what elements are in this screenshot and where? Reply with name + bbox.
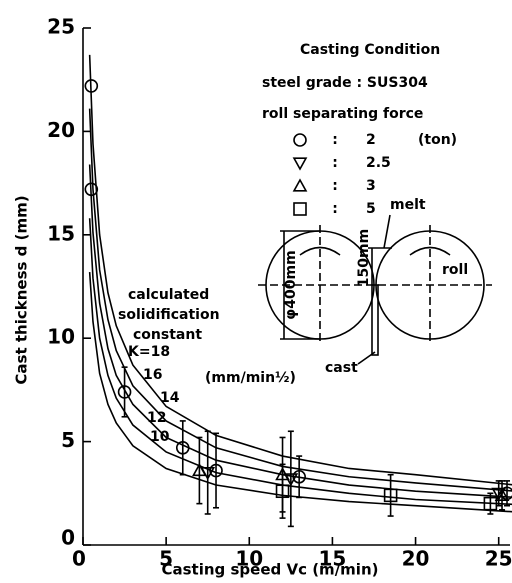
rotation-arrow xyxy=(299,246,341,256)
curve-label: 12 xyxy=(147,410,166,426)
legend-title: Casting Condition xyxy=(300,42,440,58)
error-bar xyxy=(179,420,186,476)
inset-label: cast xyxy=(325,360,358,376)
y-tick-label: 10 xyxy=(47,325,75,349)
point xyxy=(84,182,99,197)
leader xyxy=(357,351,376,365)
curve-label: 16 xyxy=(143,367,162,383)
inset-label: roll xyxy=(442,262,468,278)
error-bar xyxy=(487,492,494,515)
rotation-arrow xyxy=(409,246,451,256)
error-bar xyxy=(287,430,294,528)
point xyxy=(483,496,498,511)
legend-separator: : xyxy=(332,132,338,148)
y-tick-label: 25 xyxy=(47,15,75,39)
curve xyxy=(88,218,512,506)
x-tick-label: 20 xyxy=(402,547,430,571)
point xyxy=(117,385,132,399)
legend-separator: : xyxy=(332,201,338,217)
point xyxy=(209,463,223,478)
curves-caption: constant xyxy=(133,327,202,343)
error-bar xyxy=(296,455,303,499)
point xyxy=(383,488,398,503)
inset-label: melt xyxy=(390,197,426,213)
plot-area xyxy=(84,54,512,528)
point xyxy=(292,178,308,192)
curves-caption: solidification xyxy=(118,307,220,323)
legend-label: 2.5 xyxy=(366,155,391,171)
legend-separator: : xyxy=(332,178,338,194)
point xyxy=(192,462,207,477)
curve xyxy=(88,54,512,486)
curves-caption: calculated xyxy=(128,287,209,303)
error-bar xyxy=(499,480,506,511)
leader xyxy=(383,214,391,249)
steel-grade: steel grade : SUS304 xyxy=(262,75,428,91)
point xyxy=(175,441,190,455)
legend-label: 3 xyxy=(366,178,376,194)
x-axis-label: Casting speed Vc (m/min) xyxy=(162,561,379,579)
point xyxy=(292,157,308,171)
y-tick-label: 0 xyxy=(61,526,75,550)
inset: melt roll cast φ400mm 150mm xyxy=(258,197,492,376)
point xyxy=(494,487,510,501)
curve xyxy=(88,271,512,513)
legend-separator: : xyxy=(332,155,338,171)
point xyxy=(293,133,307,147)
legend-subtitle: roll separating force xyxy=(262,106,423,122)
inset-label: 150mm xyxy=(356,229,372,287)
error-bar xyxy=(279,463,286,519)
cast-strip xyxy=(371,284,379,356)
y-tick-label: 20 xyxy=(47,118,75,142)
error-bar xyxy=(204,430,211,515)
y-tick-label: 15 xyxy=(47,221,75,245)
x-tick-label: 5 xyxy=(159,547,173,571)
x-tick-label: 10 xyxy=(235,547,263,571)
error-bar xyxy=(213,432,220,509)
curve-label: K=18 xyxy=(128,344,170,360)
point xyxy=(293,202,307,216)
curve xyxy=(88,164,512,499)
legend-label: 5 xyxy=(366,201,376,217)
x-tick-label: 25 xyxy=(485,547,512,571)
point xyxy=(292,469,306,484)
y-axis-label: Cast thickness d (mm) xyxy=(13,195,31,384)
x-tick-label: 0 xyxy=(72,547,86,571)
y-tick-label: 5 xyxy=(61,428,75,452)
curve-label: 10 xyxy=(150,429,170,445)
curves-unit: (mm/min½) xyxy=(205,370,296,386)
inset-label: φ400mm xyxy=(283,250,299,319)
legend-unit: (ton) xyxy=(418,132,457,148)
x-tick-label: 15 xyxy=(318,547,346,571)
curve-label: 14 xyxy=(160,390,180,406)
error-bar xyxy=(387,473,394,517)
legend-label: 2 xyxy=(366,132,376,148)
curve xyxy=(88,108,512,492)
error-bar xyxy=(196,436,203,505)
point xyxy=(84,79,99,93)
error-bar xyxy=(121,366,128,418)
point xyxy=(275,484,290,499)
